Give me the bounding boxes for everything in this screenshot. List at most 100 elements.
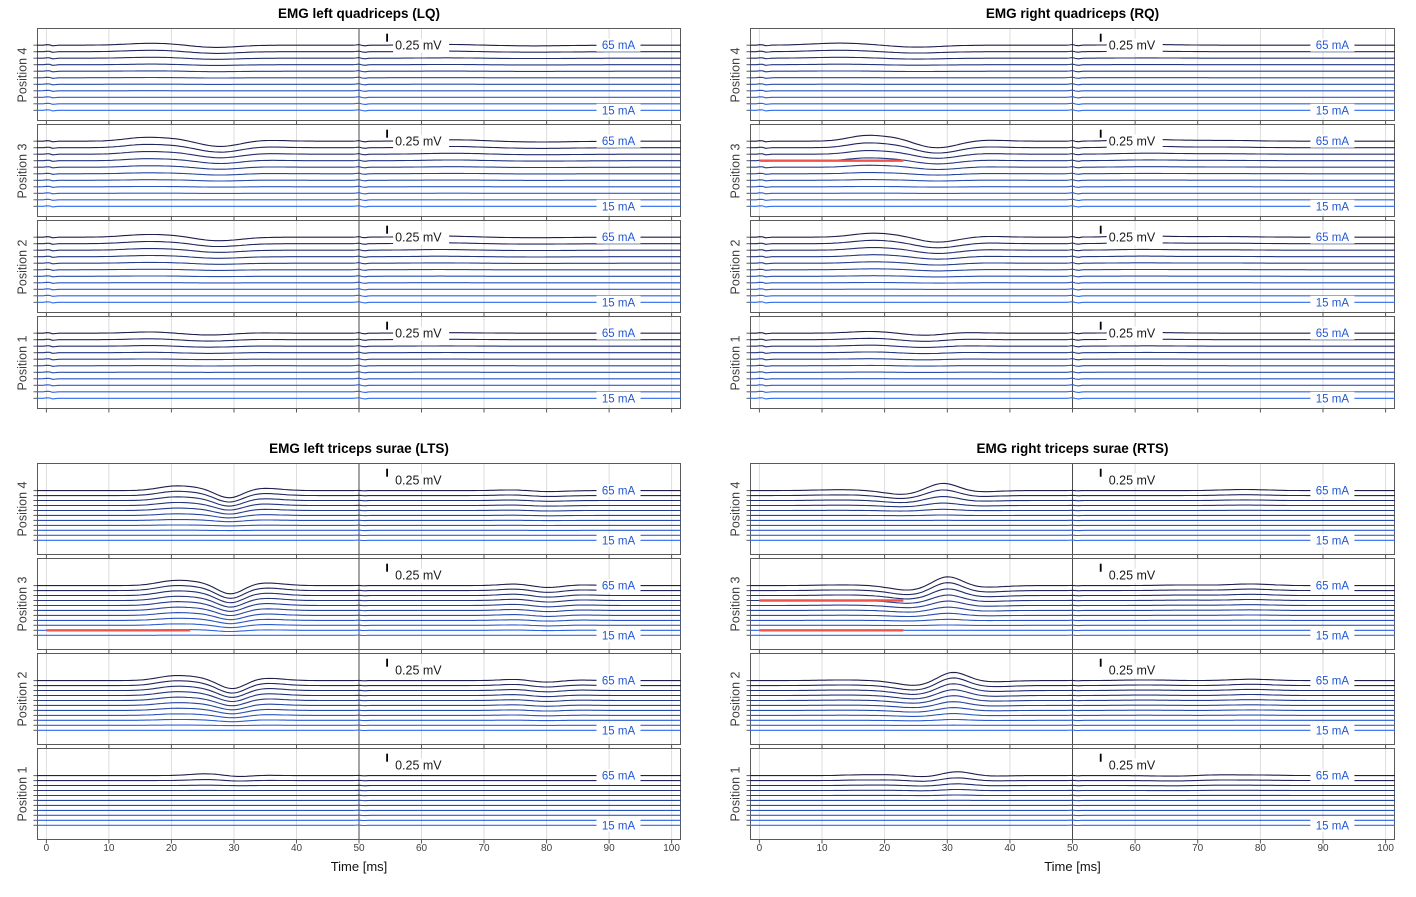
current-label-max: 65 mA xyxy=(1316,40,1350,52)
row-spacer xyxy=(7,409,681,437)
x-tick-label: 0 xyxy=(756,843,763,854)
panel-stack-rts: Position 4 0.25 mV 65 mA 15 mA Position 3 0.2… xyxy=(720,463,1395,844)
x-tick-label: 30 xyxy=(941,843,953,854)
emg-trace xyxy=(37,691,681,703)
emg-trace xyxy=(750,76,1395,79)
emg-trace xyxy=(750,612,1395,618)
row-spacer xyxy=(720,409,1395,437)
subplot-title-lq: EMG left quadriceps (LQ) xyxy=(277,6,440,21)
current-label-min: 15 mA xyxy=(1316,297,1350,309)
emg-trace xyxy=(750,729,1395,732)
emg-trace xyxy=(37,172,681,176)
scalebar-label: 0.25 mV xyxy=(395,474,442,488)
emg-panel: 0.25 mV 65 mA 15 mA xyxy=(33,558,681,654)
x-axis-label: Time [ms] xyxy=(330,859,388,874)
emg-trace xyxy=(37,198,681,201)
emg-trace xyxy=(37,248,681,253)
scalebar-label: 0.25 mV xyxy=(1109,231,1156,245)
position-label: Position 4 xyxy=(728,481,742,537)
emg-trace xyxy=(37,338,681,342)
emg-trace xyxy=(37,192,681,195)
emg-trace xyxy=(37,96,681,99)
emg-trace xyxy=(37,42,681,48)
emg-trace xyxy=(37,70,681,73)
current-label-min: 15 mA xyxy=(602,201,636,213)
emg-trace xyxy=(37,784,681,787)
emg-trace xyxy=(750,695,1395,704)
emg-trace xyxy=(37,397,681,400)
emg-trace xyxy=(750,799,1395,802)
emg-trace xyxy=(37,233,681,242)
x-tick-label: 40 xyxy=(290,843,303,854)
current-label-min: 15 mA xyxy=(602,820,636,832)
emg-trace xyxy=(750,198,1395,201)
scalebar-label: 0.25 mV xyxy=(395,664,442,678)
emg-trace xyxy=(750,294,1395,297)
emg-trace xyxy=(750,142,1395,154)
emg-trace xyxy=(37,501,681,511)
emg-trace xyxy=(37,351,681,354)
x-tick-label: 50 xyxy=(1066,843,1079,854)
emg-trace xyxy=(37,713,681,719)
emg-trace xyxy=(37,294,681,297)
emg-trace xyxy=(37,539,681,542)
current-label-min: 15 mA xyxy=(1316,201,1350,213)
emg-trace xyxy=(37,612,681,621)
panel-row: Position 3 0.25 mV 65 mA 15 mA xyxy=(7,124,681,221)
emg-trace xyxy=(37,601,681,612)
emg-trace xyxy=(37,345,681,348)
emg-trace xyxy=(750,109,1395,112)
emg-trace xyxy=(37,83,681,86)
emg-trace xyxy=(37,519,681,523)
right-column: EMG right quadriceps (RQ) Position 4 0.25… xyxy=(720,2,1395,883)
emg-trace xyxy=(750,582,1395,596)
x-tick-label: 40 xyxy=(1004,843,1016,854)
emg-trace xyxy=(750,576,1395,591)
emg-trace xyxy=(37,185,681,188)
position-label: Position 4 xyxy=(15,481,29,537)
position-label: Position 2 xyxy=(15,239,29,294)
emg-trace xyxy=(37,109,681,112)
emg-trace xyxy=(750,377,1395,380)
x-axis-ticks: 0 10 20 30 40 50 60 70 80 90 100 xyxy=(750,840,1395,857)
left-column: EMG left quadriceps (LQ) Position 4 0.25 … xyxy=(7,2,681,883)
emg-trace xyxy=(37,63,681,66)
emg-trace xyxy=(37,799,681,802)
current-label-min: 15 mA xyxy=(1316,820,1350,832)
x-tick-label: 60 xyxy=(1129,843,1141,854)
emg-trace xyxy=(750,783,1395,787)
x-tick-label: 70 xyxy=(1192,843,1204,854)
current-label-min: 15 mA xyxy=(1316,535,1350,547)
emg-panel: 0.25 mV 65 mA 15 mA xyxy=(746,558,1395,654)
emg-trace xyxy=(37,707,681,715)
emg-trace xyxy=(750,281,1395,284)
panel-row: Position 3 0.25 mV 65 mA 15 mA xyxy=(720,124,1395,221)
position-label: Position 1 xyxy=(15,766,29,822)
emg-trace xyxy=(750,624,1395,627)
emg-trace xyxy=(37,364,681,367)
emg-trace xyxy=(750,482,1395,495)
emg-trace xyxy=(37,301,681,304)
panel-row: Position 2 0.25 mV 65 mA 15 mA xyxy=(720,220,1395,317)
emg-panel: 0.25 mV 65 mA 15 mA xyxy=(33,28,681,125)
x-tick-label: 100 xyxy=(663,843,680,854)
emg-panel: 0.25 mV 65 mA 15 mA xyxy=(746,653,1395,749)
emg-trace xyxy=(750,239,1395,249)
emg-trace xyxy=(37,485,681,499)
emg-panel: 0.25 mV 65 mA 15 mA xyxy=(746,28,1395,125)
emg-trace xyxy=(750,330,1395,336)
emg-trace xyxy=(750,514,1395,517)
current-label-max: 65 mA xyxy=(602,40,636,52)
emg-trace xyxy=(750,358,1395,361)
x-axis-ticks: 0 10 20 30 40 50 60 70 80 90 100 xyxy=(37,840,681,857)
emg-trace xyxy=(37,331,681,336)
position-label: Position 3 xyxy=(15,576,29,632)
emg-trace xyxy=(37,390,681,393)
emg-trace xyxy=(750,344,1395,348)
emg-trace xyxy=(37,179,681,182)
emg-trace xyxy=(750,83,1395,86)
scalebar-label: 0.25 mV xyxy=(1109,474,1156,488)
emg-trace xyxy=(37,268,681,271)
panel-row: Position 1 0.25 mV 65 mA 15 mA xyxy=(720,316,1395,413)
emg-trace xyxy=(750,275,1395,278)
